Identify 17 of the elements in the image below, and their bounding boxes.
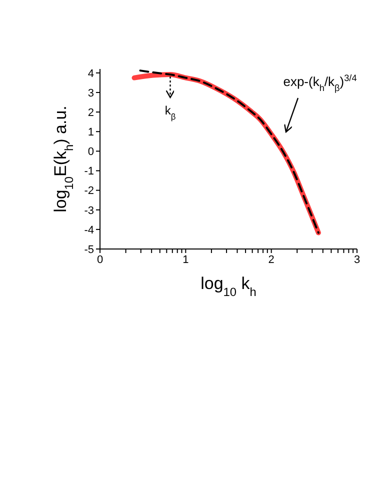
y-tick-label: -1 [84,166,94,178]
x-tick-label: 2 [268,254,274,266]
y-tick-label: -4 [84,224,94,236]
y-tick-label: -2 [84,185,94,198]
y-tick-label: 3 [88,87,94,100]
y-tick-label: 4 [88,68,94,80]
x-tick-label: 3 [354,254,360,266]
y-tick-label: 0 [88,146,94,158]
y-tick-label: -5 [84,244,94,256]
y-tick-label: 2 [88,106,94,119]
x-axis-title: log$_{10}$ k$_{h}$ [200,274,256,299]
annotation: k$_{β}$ [164,103,176,122]
x-tick-label: 0 [96,254,104,266]
y-tick-label: 1 [88,126,94,139]
annotation: exp-(k$_{h}$/k$_{β}$)$^{3/4}$ [283,73,357,93]
x-tick-label: 1 [182,254,189,266]
y-tick-label: -3 [84,204,94,217]
